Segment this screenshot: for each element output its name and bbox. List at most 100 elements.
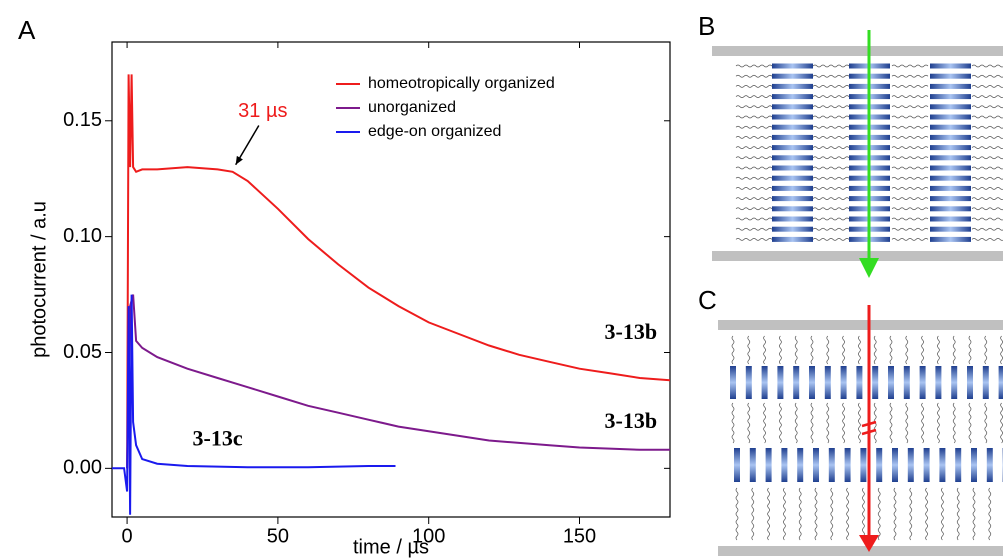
alkyl-chain bbox=[941, 487, 944, 541]
disc bbox=[734, 448, 740, 482]
disc bbox=[930, 196, 971, 202]
disc bbox=[930, 83, 971, 89]
alkyl-chain bbox=[783, 487, 786, 541]
x-tick-label: 50 bbox=[267, 525, 289, 547]
alkyl-chain bbox=[846, 487, 849, 541]
disc bbox=[781, 448, 788, 482]
annotation: 31 µs bbox=[238, 100, 287, 122]
disc bbox=[813, 448, 819, 482]
arrow-head bbox=[859, 535, 879, 552]
disc bbox=[772, 185, 813, 191]
annotation: 3-13c bbox=[193, 426, 243, 451]
alkyl-chain bbox=[779, 335, 782, 365]
disc bbox=[844, 448, 851, 482]
alkyl-chain bbox=[971, 146, 1003, 149]
alkyl-chain bbox=[735, 166, 773, 170]
alkyl-chain bbox=[735, 227, 773, 231]
disc bbox=[860, 448, 867, 482]
disc bbox=[793, 366, 800, 399]
alkyl-chain bbox=[812, 74, 850, 78]
disc bbox=[907, 448, 914, 482]
alkyl-chain bbox=[747, 402, 751, 444]
y-tick-label: 0.00 bbox=[63, 457, 102, 479]
disc bbox=[930, 63, 971, 69]
alkyl-chain bbox=[984, 402, 988, 444]
alkyl-chain bbox=[972, 487, 976, 541]
alkyl-chain bbox=[877, 487, 881, 541]
alkyl-chain bbox=[937, 402, 940, 444]
alkyl-chain bbox=[905, 335, 909, 365]
alkyl-chain bbox=[812, 105, 850, 109]
alkyl-chain bbox=[971, 136, 1003, 139]
disc bbox=[777, 366, 784, 399]
alkyl-chain bbox=[893, 487, 897, 541]
alkyl-chain bbox=[735, 105, 773, 109]
alkyl-chain bbox=[812, 227, 850, 231]
disc bbox=[955, 448, 962, 482]
disc bbox=[930, 73, 971, 79]
arrow-head bbox=[859, 258, 879, 278]
alkyl-chain bbox=[971, 197, 1003, 200]
alkyl-chain bbox=[891, 125, 929, 129]
disc bbox=[840, 366, 847, 399]
legend-label: edge-on organized bbox=[368, 123, 501, 140]
disc bbox=[765, 448, 772, 482]
diagrams bbox=[712, 30, 1003, 556]
alkyl-chain bbox=[858, 402, 861, 444]
disc bbox=[930, 124, 971, 130]
y-tick-label: 0.15 bbox=[63, 109, 102, 131]
alkyl-chain bbox=[735, 115, 773, 119]
disc bbox=[772, 175, 813, 181]
alkyl-chain bbox=[810, 335, 814, 365]
substrate bbox=[718, 320, 1003, 330]
alkyl-chain bbox=[735, 64, 773, 68]
disc bbox=[772, 114, 813, 120]
alkyl-chain bbox=[779, 402, 782, 444]
alkyl-chain bbox=[971, 85, 1003, 88]
disc bbox=[892, 448, 898, 482]
disc bbox=[930, 206, 971, 212]
disc bbox=[930, 226, 971, 232]
disc bbox=[772, 155, 813, 161]
alkyl-chain bbox=[731, 402, 735, 444]
disc bbox=[930, 145, 971, 151]
alkyl-chain bbox=[891, 227, 929, 231]
alkyl-chain bbox=[937, 335, 940, 365]
alkyl-chain bbox=[971, 115, 1003, 119]
alkyl-chain bbox=[814, 487, 818, 541]
disc bbox=[919, 366, 926, 399]
alkyl-chain bbox=[891, 197, 929, 200]
x-tick-label: 100 bbox=[412, 525, 445, 547]
alkyl-chain bbox=[971, 156, 1003, 160]
alkyl-chain bbox=[812, 136, 850, 139]
disc bbox=[982, 366, 989, 399]
disc bbox=[923, 448, 930, 482]
disc bbox=[951, 366, 958, 399]
data-line bbox=[112, 294, 396, 515]
alkyl-chain bbox=[735, 176, 773, 180]
disc bbox=[939, 448, 946, 482]
disc bbox=[930, 236, 971, 242]
disc bbox=[930, 216, 971, 222]
alkyl-chain bbox=[826, 402, 830, 444]
alkyl-chain bbox=[812, 187, 850, 190]
alkyl-chain bbox=[905, 402, 909, 444]
alkyl-chain bbox=[988, 487, 992, 541]
alkyl-chain bbox=[735, 197, 773, 200]
alkyl-chain bbox=[735, 146, 773, 149]
disc bbox=[930, 185, 971, 191]
alkyl-chain bbox=[751, 487, 755, 541]
alkyl-chain bbox=[971, 227, 1003, 231]
annotation: 3-13b bbox=[605, 408, 658, 433]
alkyl-chain bbox=[971, 74, 1003, 78]
alkyl-chain bbox=[971, 176, 1003, 180]
disc bbox=[772, 94, 813, 100]
alkyl-chain bbox=[735, 156, 773, 160]
alkyl-chain bbox=[735, 95, 773, 98]
disc bbox=[772, 226, 813, 232]
alkyl-chain bbox=[971, 125, 1003, 129]
substrate bbox=[718, 546, 1003, 556]
alkyl-chain bbox=[735, 187, 773, 190]
alkyl-chain bbox=[812, 95, 850, 98]
disc bbox=[745, 366, 752, 399]
